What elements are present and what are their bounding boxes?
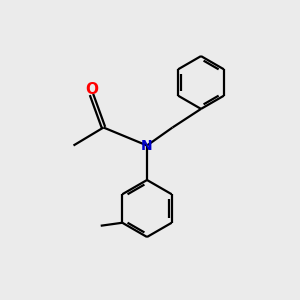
Text: O: O: [85, 82, 98, 97]
Text: N: N: [141, 139, 153, 152]
